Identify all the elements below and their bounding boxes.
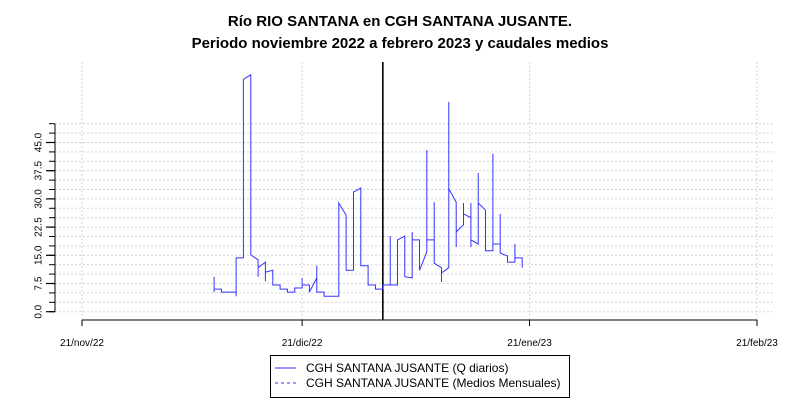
y-tick-label: 0.0 [34,304,45,318]
y-tick-label: 37.5 [34,161,45,181]
legend: CGH SANTANA JUSANTE (Q diarios) CGH SANT… [270,355,570,398]
y-tick-label: 7.5 [34,276,45,290]
series-line-q-diarios [213,73,523,297]
grid [55,62,775,320]
x-axis: 21/nov/22 21/dic/22 21/ene/23 21/feb/23 [60,319,778,349]
x-tick-label: 21/dic/22 [282,338,323,349]
series [213,62,523,320]
x-tick-label: 21/nov/22 [60,338,104,349]
y-tick-label: 45.0 [34,132,45,152]
chart-title-line1: Río RIO SANTANA en CGH SANTANA JUSANTE. [228,13,572,30]
chart-title-line2: Periodo noviembre 2022 a febrero 2023 y … [192,35,609,52]
legend-label-monthly: CGH SANTANA JUSANTE (Medios Mensuales) [306,376,561,390]
x-tick-label: 21/ene/23 [507,338,552,349]
y-tick-label: 15.0 [33,245,44,265]
y-tick-label: 22.5 [34,217,45,237]
legend-label-daily: CGH SANTANA JUSANTE (Q diarios) [306,361,508,375]
y-tick-label: 30.0 [34,189,45,209]
legend-box [270,355,570,398]
y-axis: 0.0 7.5 15.0 22.5 30.0 37.5 45.0 [33,123,56,319]
x-tick-label: 21/feb/23 [736,338,778,349]
